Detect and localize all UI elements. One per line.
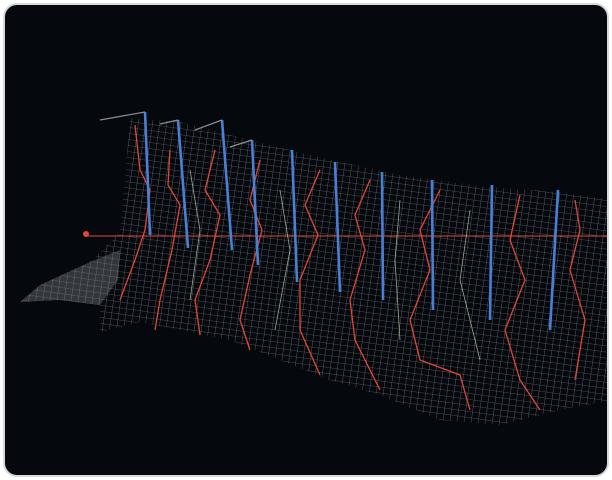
- scene: [20, 111, 607, 425]
- contour-line: [239, 159, 263, 351]
- wells: [143, 111, 560, 331]
- well: [176, 119, 190, 249]
- well: [380, 171, 385, 301]
- contour-line: [194, 149, 221, 336]
- well: [430, 179, 435, 311]
- well: [250, 139, 260, 266]
- well: [333, 161, 342, 293]
- wireframe-surface: [20, 118, 607, 425]
- contour-line: [409, 189, 471, 411]
- wireframe-apron: [20, 250, 120, 305]
- well-heads: [99, 111, 253, 148]
- well: [290, 149, 299, 283]
- well: [220, 119, 234, 251]
- well-head: [159, 119, 179, 125]
- marker: [83, 231, 89, 237]
- contour-line: [119, 124, 151, 301]
- contour-lines: [85, 124, 607, 411]
- survey-line: [274, 189, 291, 331]
- contour-line: [349, 179, 381, 391]
- survey-lines: [189, 169, 481, 361]
- contour-line: [569, 199, 586, 381]
- well-head: [229, 139, 253, 148]
- survey-line: [189, 169, 201, 301]
- well: [143, 111, 152, 236]
- well: [548, 189, 560, 331]
- well: [488, 184, 494, 321]
- contour-line: [504, 194, 541, 411]
- survey-line: [394, 199, 401, 341]
- well-head: [99, 111, 146, 121]
- survey-line: [459, 209, 481, 361]
- contour-line: [299, 169, 321, 376]
- contour-line: [154, 149, 181, 331]
- well-head: [194, 119, 223, 131]
